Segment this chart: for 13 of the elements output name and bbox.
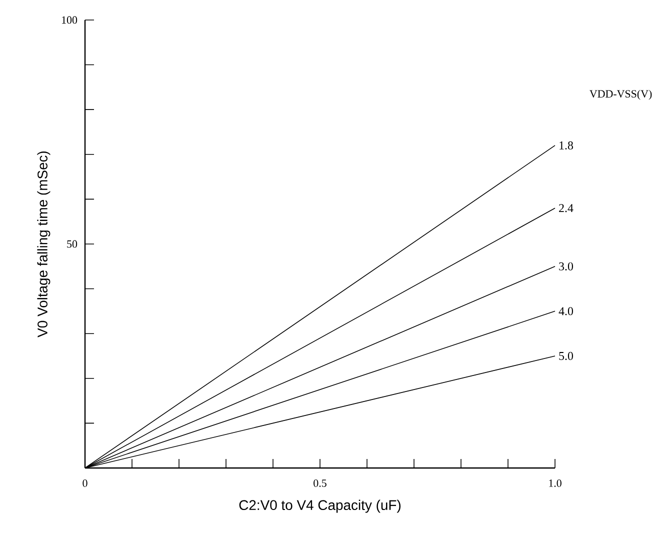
series-label: 3.0: [559, 262, 574, 270]
legend-title: VDD-VSS(V): [590, 90, 652, 100]
x-axis-title: C2:V0 to V4 Capacity (uF): [239, 500, 401, 513]
series-label: 2.4: [559, 204, 574, 212]
y-tick-label: 50: [67, 240, 78, 248]
x-tick-label: 0.5: [314, 480, 326, 487]
series-label: 5.0: [559, 352, 574, 360]
y-tick-label: 100: [62, 16, 78, 24]
y-axis-title: V0 Voltage falling time (mSec): [37, 151, 50, 338]
x-tick-label: 1.0: [549, 480, 562, 487]
series-label: 4.0: [558, 307, 574, 316]
series-label: 1.8: [560, 141, 574, 150]
x-tick-label: 0: [82, 480, 88, 487]
